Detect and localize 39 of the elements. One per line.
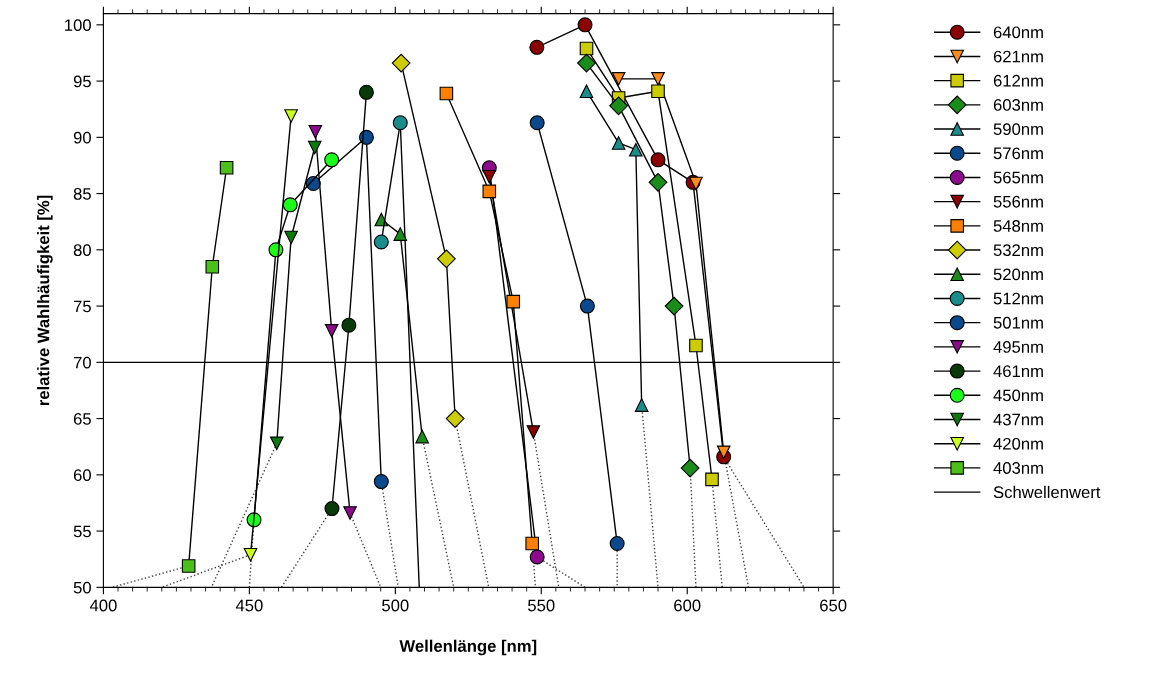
y-tick-label: 80 [73, 244, 91, 257]
x-tick-label: 550 [528, 599, 555, 612]
legend-label: 512nm [993, 292, 1043, 305]
legend-label: 556nm [993, 195, 1043, 208]
y-tick-label: 95 [73, 75, 91, 88]
x-tick-label: 650 [820, 599, 847, 612]
legend-label: 590nm [993, 123, 1043, 136]
legend-label: 621nm [993, 50, 1043, 63]
y-tick-label: 65 [73, 412, 91, 425]
y-tick-label: 85 [73, 187, 91, 200]
legend-label: 420nm [993, 437, 1043, 450]
y-tick-label: 70 [73, 356, 91, 369]
legend-label: 461nm [993, 365, 1043, 378]
y-tick-label: 75 [73, 300, 91, 313]
legend-label: 403nm [993, 462, 1043, 474]
x-tick-label: 400 [89, 599, 117, 612]
legend-label: 520nm [993, 268, 1043, 281]
legend-label: 603nm [993, 99, 1043, 111]
legend-label: 450nm [993, 389, 1043, 402]
y-tick-label: 60 [73, 469, 91, 482]
legend-label: 640nm [993, 26, 1043, 39]
x-axis-title: Wellenlänge [nm] [399, 639, 537, 656]
x-tick-label: 600 [674, 599, 701, 612]
legend-label: 501nm [993, 316, 1043, 329]
x-tick-label: 500 [382, 599, 409, 612]
y-axis-title: relative Wahlhäufigkeit [%] [37, 195, 53, 406]
legend-label: 565nm [993, 171, 1043, 184]
legend-label: Schwellenwert [993, 485, 1101, 499]
legend-label: 437nm [993, 413, 1043, 426]
legend-label: 576nm [993, 147, 1043, 160]
legend-label: 548nm [993, 220, 1043, 232]
y-tick-label: 100 [65, 19, 91, 32]
legend-label: 612nm [993, 74, 1043, 87]
legend-label: 532nm [993, 244, 1043, 257]
y-tick-label: 50 [73, 581, 91, 594]
y-tick-label: 55 [73, 525, 91, 538]
legend-label: 495nm [993, 341, 1043, 353]
y-tick-label: 90 [73, 131, 91, 144]
x-tick-label: 450 [235, 599, 263, 612]
